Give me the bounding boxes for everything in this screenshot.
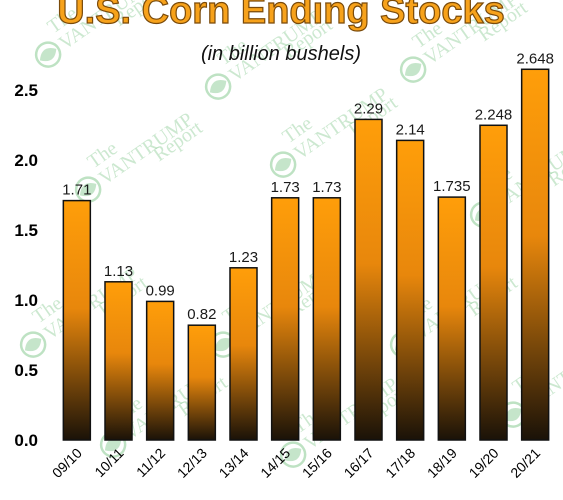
y-axis: 0.0 0.5 1.0 1.5 2.0 2.5: [14, 81, 38, 450]
data-labels: 1.71 1.13 0.99 0.82 1.23 1.73 1.73 2.29 2.14 1.73…: [62, 50, 554, 323]
data-label: 2.648: [516, 50, 554, 67]
x-tick-label: 09/10: [49, 445, 85, 481]
data-label: 1.73: [312, 179, 341, 196]
data-label: 1.71: [62, 182, 91, 199]
x-tick-label: 17/18: [382, 445, 418, 481]
bar-17-18: [395, 139, 425, 441]
bar-18-19: [437, 196, 467, 441]
bar-11-12: [145, 300, 175, 441]
globe-leaf-icon: [269, 151, 297, 178]
bars: [62, 68, 550, 441]
data-label: 1.735: [433, 178, 471, 195]
globe-leaf-icon: [204, 73, 232, 100]
x-tick-label: 14/15: [257, 445, 293, 481]
globe-leaf-icon: [399, 56, 427, 83]
chart-title: U.S. Corn Ending Stocks: [57, 0, 505, 32]
x-tick-label: 10/11: [91, 445, 127, 481]
bar-13-14: [229, 267, 258, 441]
chart-subtitle: (in billion bushels): [201, 43, 361, 65]
y-tick-label: 0.5: [14, 361, 38, 380]
bar-16-17: [354, 118, 383, 441]
data-label: 0.82: [187, 306, 216, 323]
x-tick-label: 18/19: [424, 445, 460, 481]
x-tick-label: 13/14: [216, 445, 252, 481]
globe-leaf-icon: [279, 441, 307, 468]
bar-14-15: [270, 197, 300, 441]
x-tick-label: 20/21: [507, 445, 543, 481]
globe-leaf-icon: [74, 176, 102, 203]
bar-15-16: [312, 197, 342, 441]
data-label: 1.73: [271, 179, 300, 196]
y-tick-label: 1.0: [14, 291, 38, 310]
data-label: 0.99: [146, 282, 175, 299]
globe-leaf-icon: [19, 331, 47, 358]
data-label: 2.248: [475, 106, 513, 123]
y-tick-label: 0.0: [14, 431, 38, 450]
bar-19-20: [479, 124, 508, 441]
data-label: 2.29: [354, 100, 383, 117]
bar-12-13: [187, 324, 217, 441]
y-tick-label: 2.5: [14, 81, 38, 100]
data-label: 1.23: [229, 249, 258, 266]
y-tick-label: 2.0: [14, 151, 38, 170]
data-label: 2.14: [396, 121, 425, 138]
globe-leaf-icon: [34, 41, 62, 68]
x-tick-label: 16/17: [341, 445, 377, 481]
x-tick-label: 19/20: [466, 445, 502, 481]
x-tick-label: 11/12: [133, 445, 169, 481]
data-label: 1.13: [104, 263, 133, 280]
y-tick-label: 1.5: [14, 221, 38, 240]
x-tick-label: 12/13: [174, 445, 210, 481]
bar-09-10: [62, 199, 92, 441]
bar-20-21: [520, 68, 550, 441]
bar-10-11: [104, 281, 133, 441]
